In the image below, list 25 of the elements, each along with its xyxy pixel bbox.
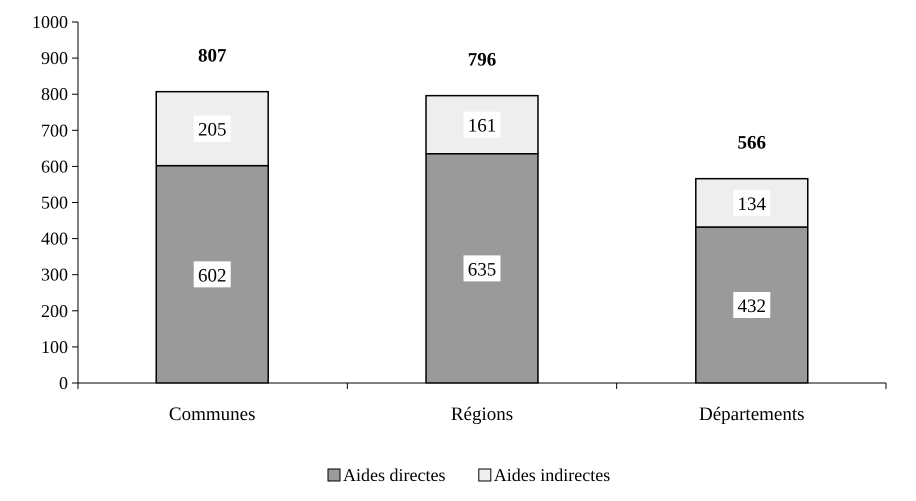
legend-label: Aides indirectes (494, 465, 610, 485)
y-tick-label: 500 (41, 192, 68, 212)
data-label: 432 (738, 296, 766, 318)
y-tick-label: 600 (41, 156, 68, 176)
total-label: 796 (468, 50, 496, 71)
total-label: 566 (738, 132, 766, 154)
y-tick-label: 700 (41, 120, 68, 140)
y-tick-label: 100 (41, 336, 68, 357)
x-tick-label: Communes (168, 404, 256, 425)
data-label: 635 (468, 259, 496, 280)
x-tick-label: Départements (699, 404, 805, 425)
y-tick-label: 800 (41, 84, 68, 104)
x-tick-label: Régions (450, 404, 514, 425)
data-label: 134 (738, 194, 767, 215)
y-tick-label: 900 (41, 48, 68, 68)
data-label: 161 (468, 116, 496, 137)
y-tick-label: 1000 (32, 12, 68, 32)
y-tick-label: 200 (41, 300, 68, 321)
y-tick-label: 0 (59, 373, 68, 393)
data-label: 205 (198, 120, 226, 141)
data-label: 602 (198, 265, 226, 286)
legend-label: Aides directes (343, 465, 446, 485)
y-tick-label: 400 (41, 228, 68, 249)
y-tick-label: 300 (41, 264, 68, 285)
total-label: 807 (198, 46, 227, 67)
